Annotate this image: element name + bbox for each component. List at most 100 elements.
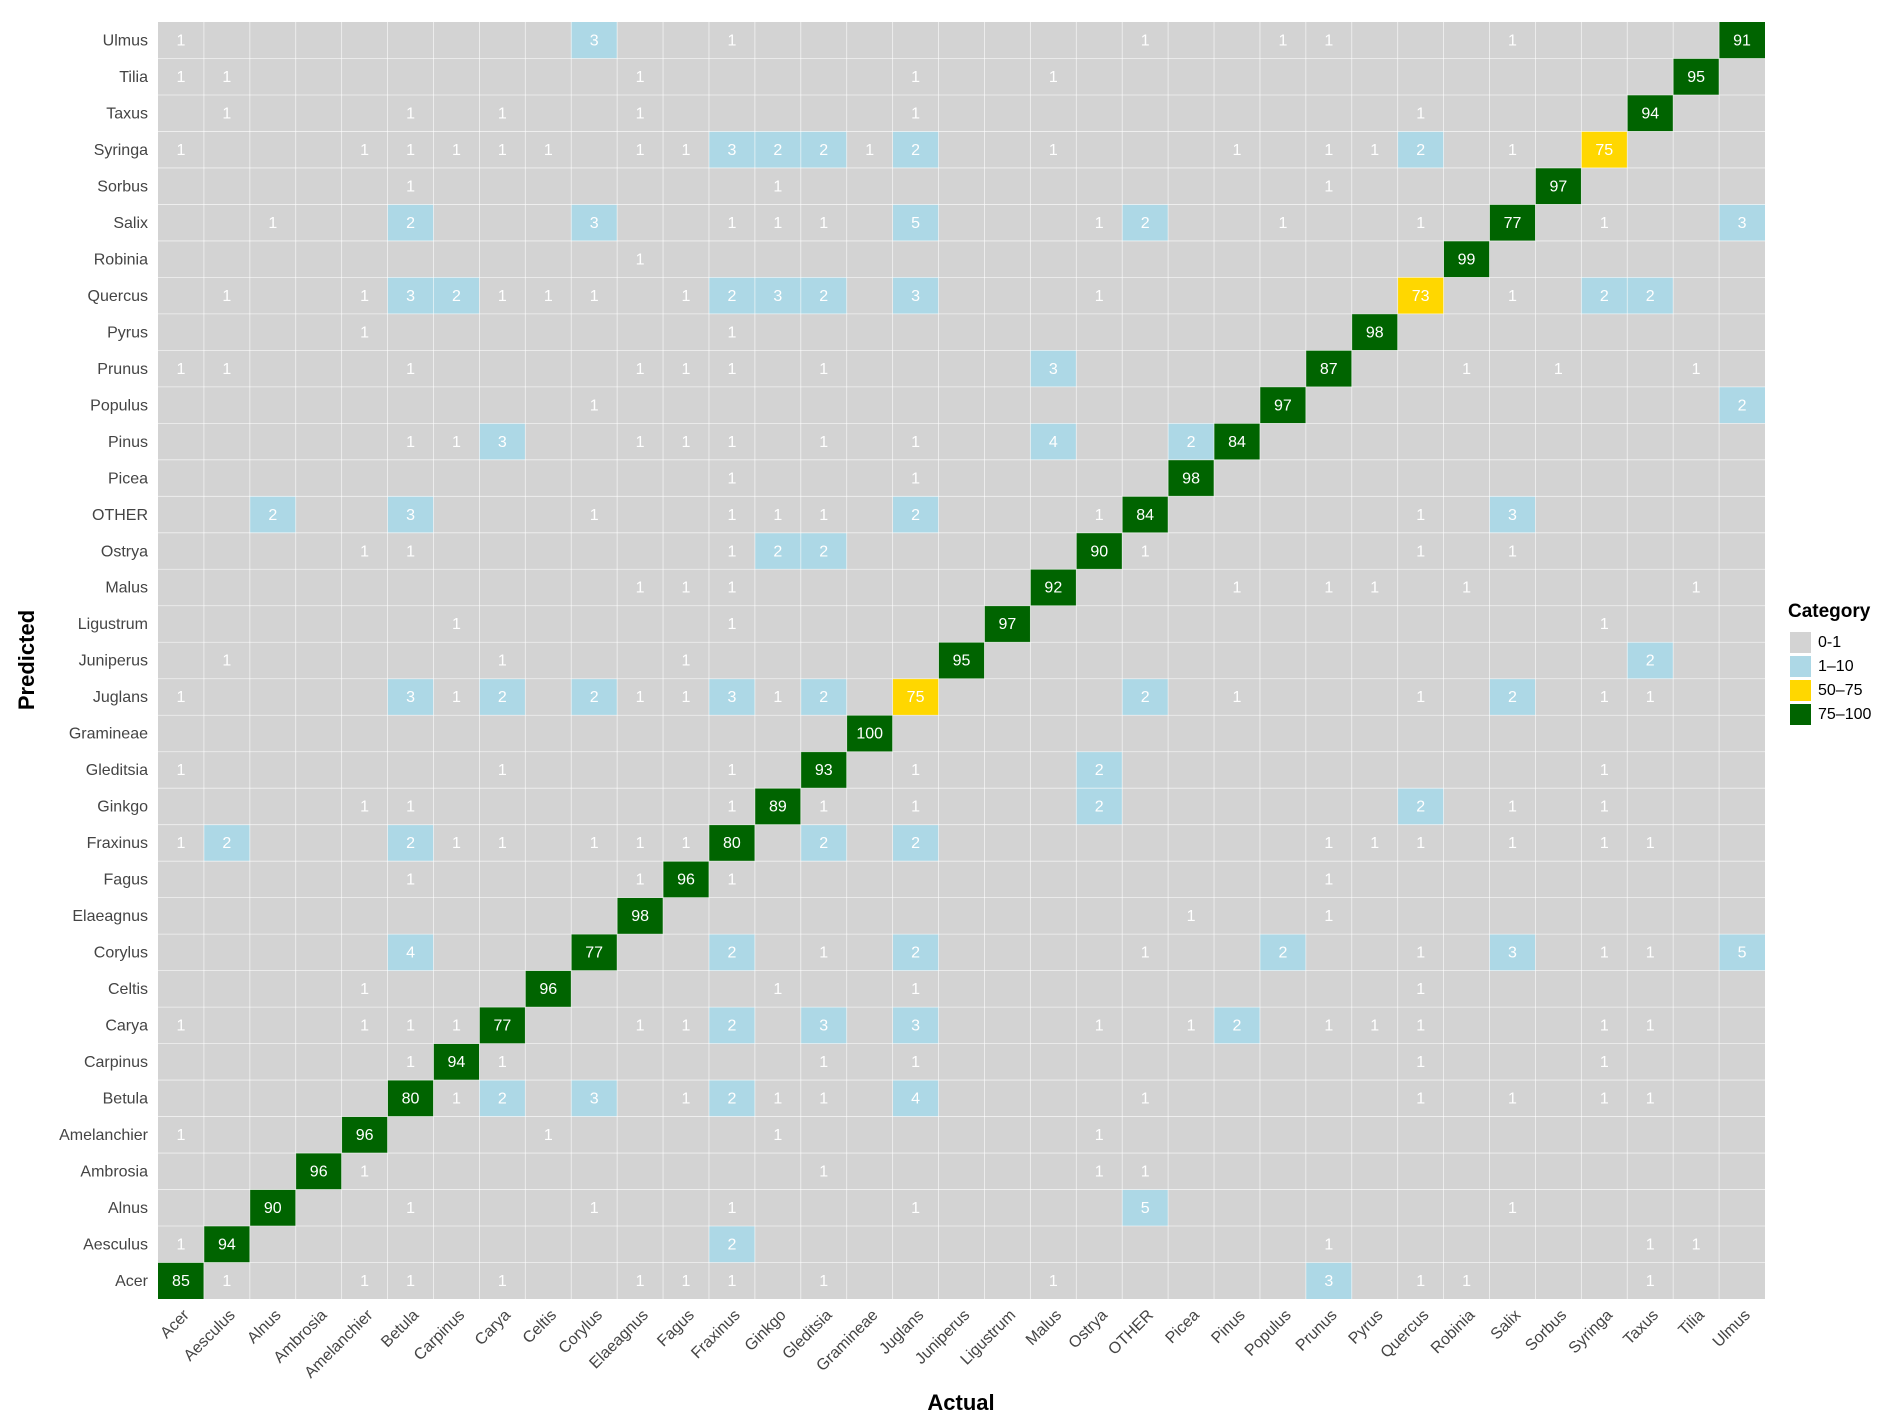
cell-label: 2 (1416, 142, 1425, 159)
cell-label: 1 (1278, 32, 1287, 49)
cell-label: 1 (360, 981, 369, 998)
cell-label: 2 (1416, 799, 1425, 816)
cell (433, 131, 480, 168)
cell-label: 1 (636, 1018, 645, 1035)
cell (525, 1116, 572, 1154)
cell (1076, 1007, 1123, 1044)
cell (1305, 22, 1352, 59)
cell (387, 131, 434, 168)
cell (1259, 204, 1306, 241)
cell-label: 1 (773, 689, 782, 706)
cell (203, 1226, 250, 1263)
cell-label: 1 (819, 1164, 828, 1181)
cell (938, 642, 985, 679)
cell-label: 2 (727, 945, 736, 962)
cell (617, 58, 664, 95)
cell-label: 75 (1595, 142, 1613, 159)
cell (433, 1007, 480, 1044)
cell-label: 89 (769, 799, 787, 816)
cell (479, 131, 526, 168)
cell-label: 1 (222, 361, 231, 378)
y-tick-label: Prunus (97, 361, 148, 378)
cell (1076, 496, 1123, 533)
cell-label: 1 (1508, 1200, 1517, 1217)
cell-label: 1 (1646, 1273, 1655, 1290)
cell (1581, 788, 1628, 825)
y-tick-label: Ambrosia (80, 1164, 148, 1181)
cell (479, 1007, 526, 1044)
cell-label: 1 (727, 872, 736, 889)
cell-label: 1 (360, 324, 369, 341)
cell (1489, 22, 1536, 59)
cell-label: 1 (498, 105, 507, 122)
x-tick-label: Alnus (244, 1307, 284, 1347)
cell (708, 22, 755, 59)
cell-label: 1 (360, 1273, 369, 1290)
cell (387, 1007, 434, 1044)
cell (158, 678, 204, 716)
cell (800, 934, 847, 971)
cell (158, 1116, 204, 1154)
cell-label: 1 (406, 105, 415, 122)
cell (1397, 532, 1444, 570)
cell-label: 1 (177, 1018, 186, 1035)
cell-label: 1 (1600, 1018, 1609, 1035)
cell (571, 824, 618, 862)
cell-label: 4 (406, 945, 415, 962)
cell-label: 1 (177, 835, 186, 852)
legend-label: 50–75 (1818, 682, 1863, 699)
y-tick-label: Robinia (94, 251, 148, 268)
cell (708, 350, 755, 387)
cell (617, 94, 664, 132)
cell-label: 1 (682, 835, 691, 852)
cell-label: 1 (1416, 1091, 1425, 1108)
cell-label: 96 (310, 1164, 328, 1181)
cell (249, 496, 296, 533)
cell-label: 5 (911, 215, 920, 232)
cell (571, 386, 618, 424)
cell (1030, 131, 1077, 168)
cell (1305, 1226, 1352, 1263)
cell-label: 1 (406, 1200, 415, 1217)
cell (1076, 751, 1123, 789)
cell-label: 97 (1274, 397, 1292, 414)
cell-label: 1 (177, 689, 186, 706)
cell (387, 496, 434, 533)
cell-label: 99 (1458, 251, 1476, 268)
cell (387, 824, 434, 862)
cell-label: 1 (1324, 142, 1333, 159)
y-tick-label: Gleditsia (86, 762, 148, 779)
cell-label: 1 (819, 1054, 828, 1071)
cell (708, 131, 755, 168)
cell (158, 1007, 204, 1044)
cell-label: 2 (1095, 762, 1104, 779)
cell (1719, 934, 1765, 971)
cell (617, 897, 664, 935)
cell (1397, 496, 1444, 533)
cell (1535, 350, 1582, 387)
cell (341, 970, 388, 1008)
cell (341, 131, 388, 168)
cell (1489, 1189, 1536, 1227)
cell (708, 1080, 755, 1117)
cell (1489, 788, 1536, 825)
cell (479, 94, 526, 132)
cell (479, 678, 526, 716)
cell (708, 751, 755, 789)
cell-label: 1 (406, 1018, 415, 1035)
legend-title: Category (1788, 601, 1871, 622)
cell (617, 350, 664, 387)
cell (1351, 131, 1398, 168)
cell-label: 1 (1095, 1127, 1104, 1144)
cell (617, 240, 664, 278)
cell (571, 1080, 618, 1117)
cell (800, 350, 847, 387)
cell (708, 1226, 755, 1263)
cell-label: 1 (1646, 1018, 1655, 1035)
cell (387, 788, 434, 825)
cell (1305, 1007, 1352, 1044)
cell-label: 1 (1324, 872, 1333, 889)
cell-label: 1 (1462, 580, 1471, 597)
x-tick-label: Robinia (1428, 1307, 1478, 1357)
cell-label: 2 (727, 1091, 736, 1108)
